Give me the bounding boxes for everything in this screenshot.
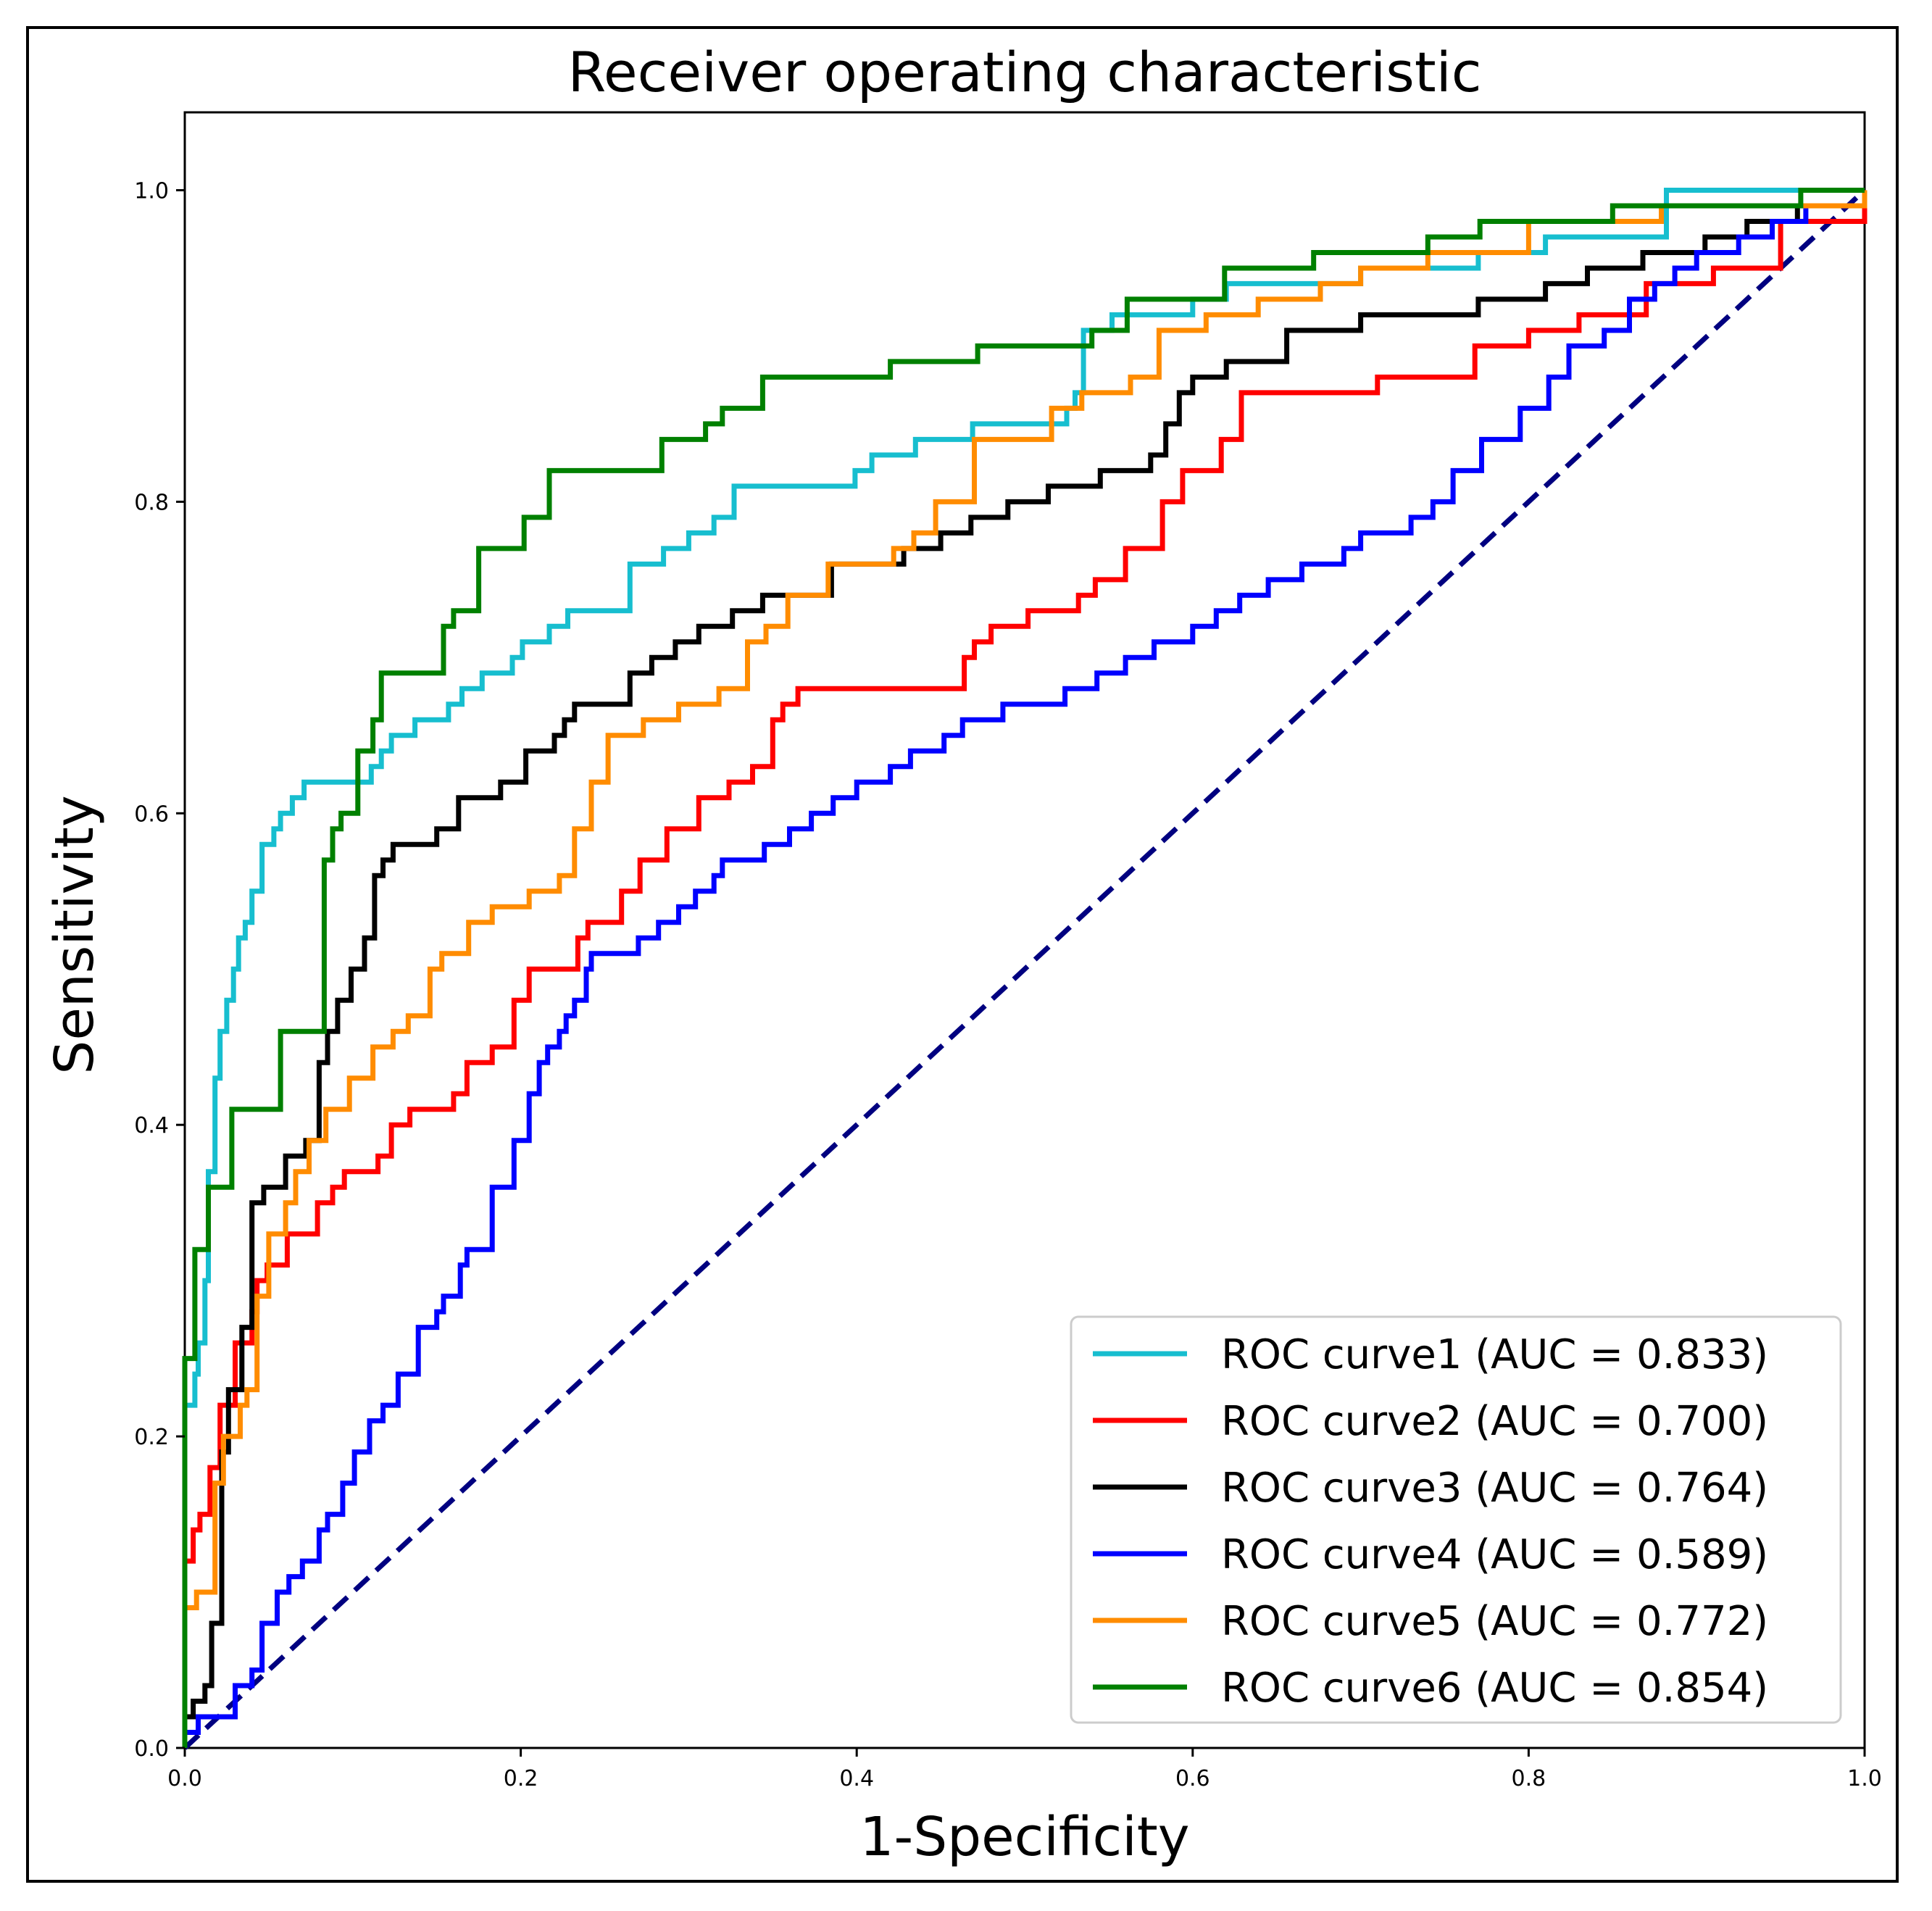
chance-diagonal-line (183, 188, 1867, 1750)
y-tick-label: 1.0 (134, 178, 169, 204)
x-axis-title: 1-Specificity (859, 1806, 1189, 1868)
y-tick-label: 0.0 (134, 1736, 169, 1762)
x-tick-label: 0.6 (1175, 1766, 1210, 1791)
x-tick-label: 0.8 (1512, 1766, 1546, 1791)
roc-curve-6 (182, 188, 1865, 1748)
legend: ROC curve1 (AUC = 0.833) ROC curve2 (AUC … (1070, 1315, 1842, 1724)
ticks-layer: 0.0 0.2 0.4 0.6 0.8 1.0 0.0 0.2 0.4 0.6 0.8 1.0 (134, 178, 1882, 1791)
legend-label-5: ROC curve5 (AUC = 0.772) (1221, 1598, 1768, 1645)
x-tick-label: 1.0 (1847, 1766, 1882, 1791)
y-tick-label: 0.2 (134, 1425, 169, 1450)
legend-label-1: ROC curve1 (AUC = 0.833) (1221, 1331, 1768, 1378)
legend-label-6: ROC curve6 (AUC = 0.854) (1221, 1665, 1768, 1712)
x-tick-label: 0.0 (167, 1766, 202, 1791)
roc-curve-5 (182, 190, 1868, 1748)
legend-label-3: ROC curve3 (AUC = 0.764) (1221, 1465, 1768, 1512)
legend-box (1070, 1315, 1842, 1724)
legend-label-2: ROC curve2 (AUC = 0.700) (1221, 1398, 1768, 1445)
y-tick-label: 0.4 (134, 1113, 169, 1138)
chart-title: Receiver operating characteristic (567, 40, 1481, 104)
curves-layer (182, 188, 1868, 1750)
roc-curve-4 (182, 190, 1868, 1748)
roc-curve-3 (182, 190, 1868, 1748)
y-axis-title: Sensitivity (43, 795, 106, 1074)
y-tick-label: 0.6 (134, 802, 169, 827)
x-tick-label: 0.2 (504, 1766, 538, 1791)
x-tick-label: 0.4 (839, 1766, 874, 1791)
y-tick-label: 0.8 (134, 490, 169, 515)
legend-label-4: ROC curve4 (AUC = 0.589) (1221, 1531, 1768, 1578)
